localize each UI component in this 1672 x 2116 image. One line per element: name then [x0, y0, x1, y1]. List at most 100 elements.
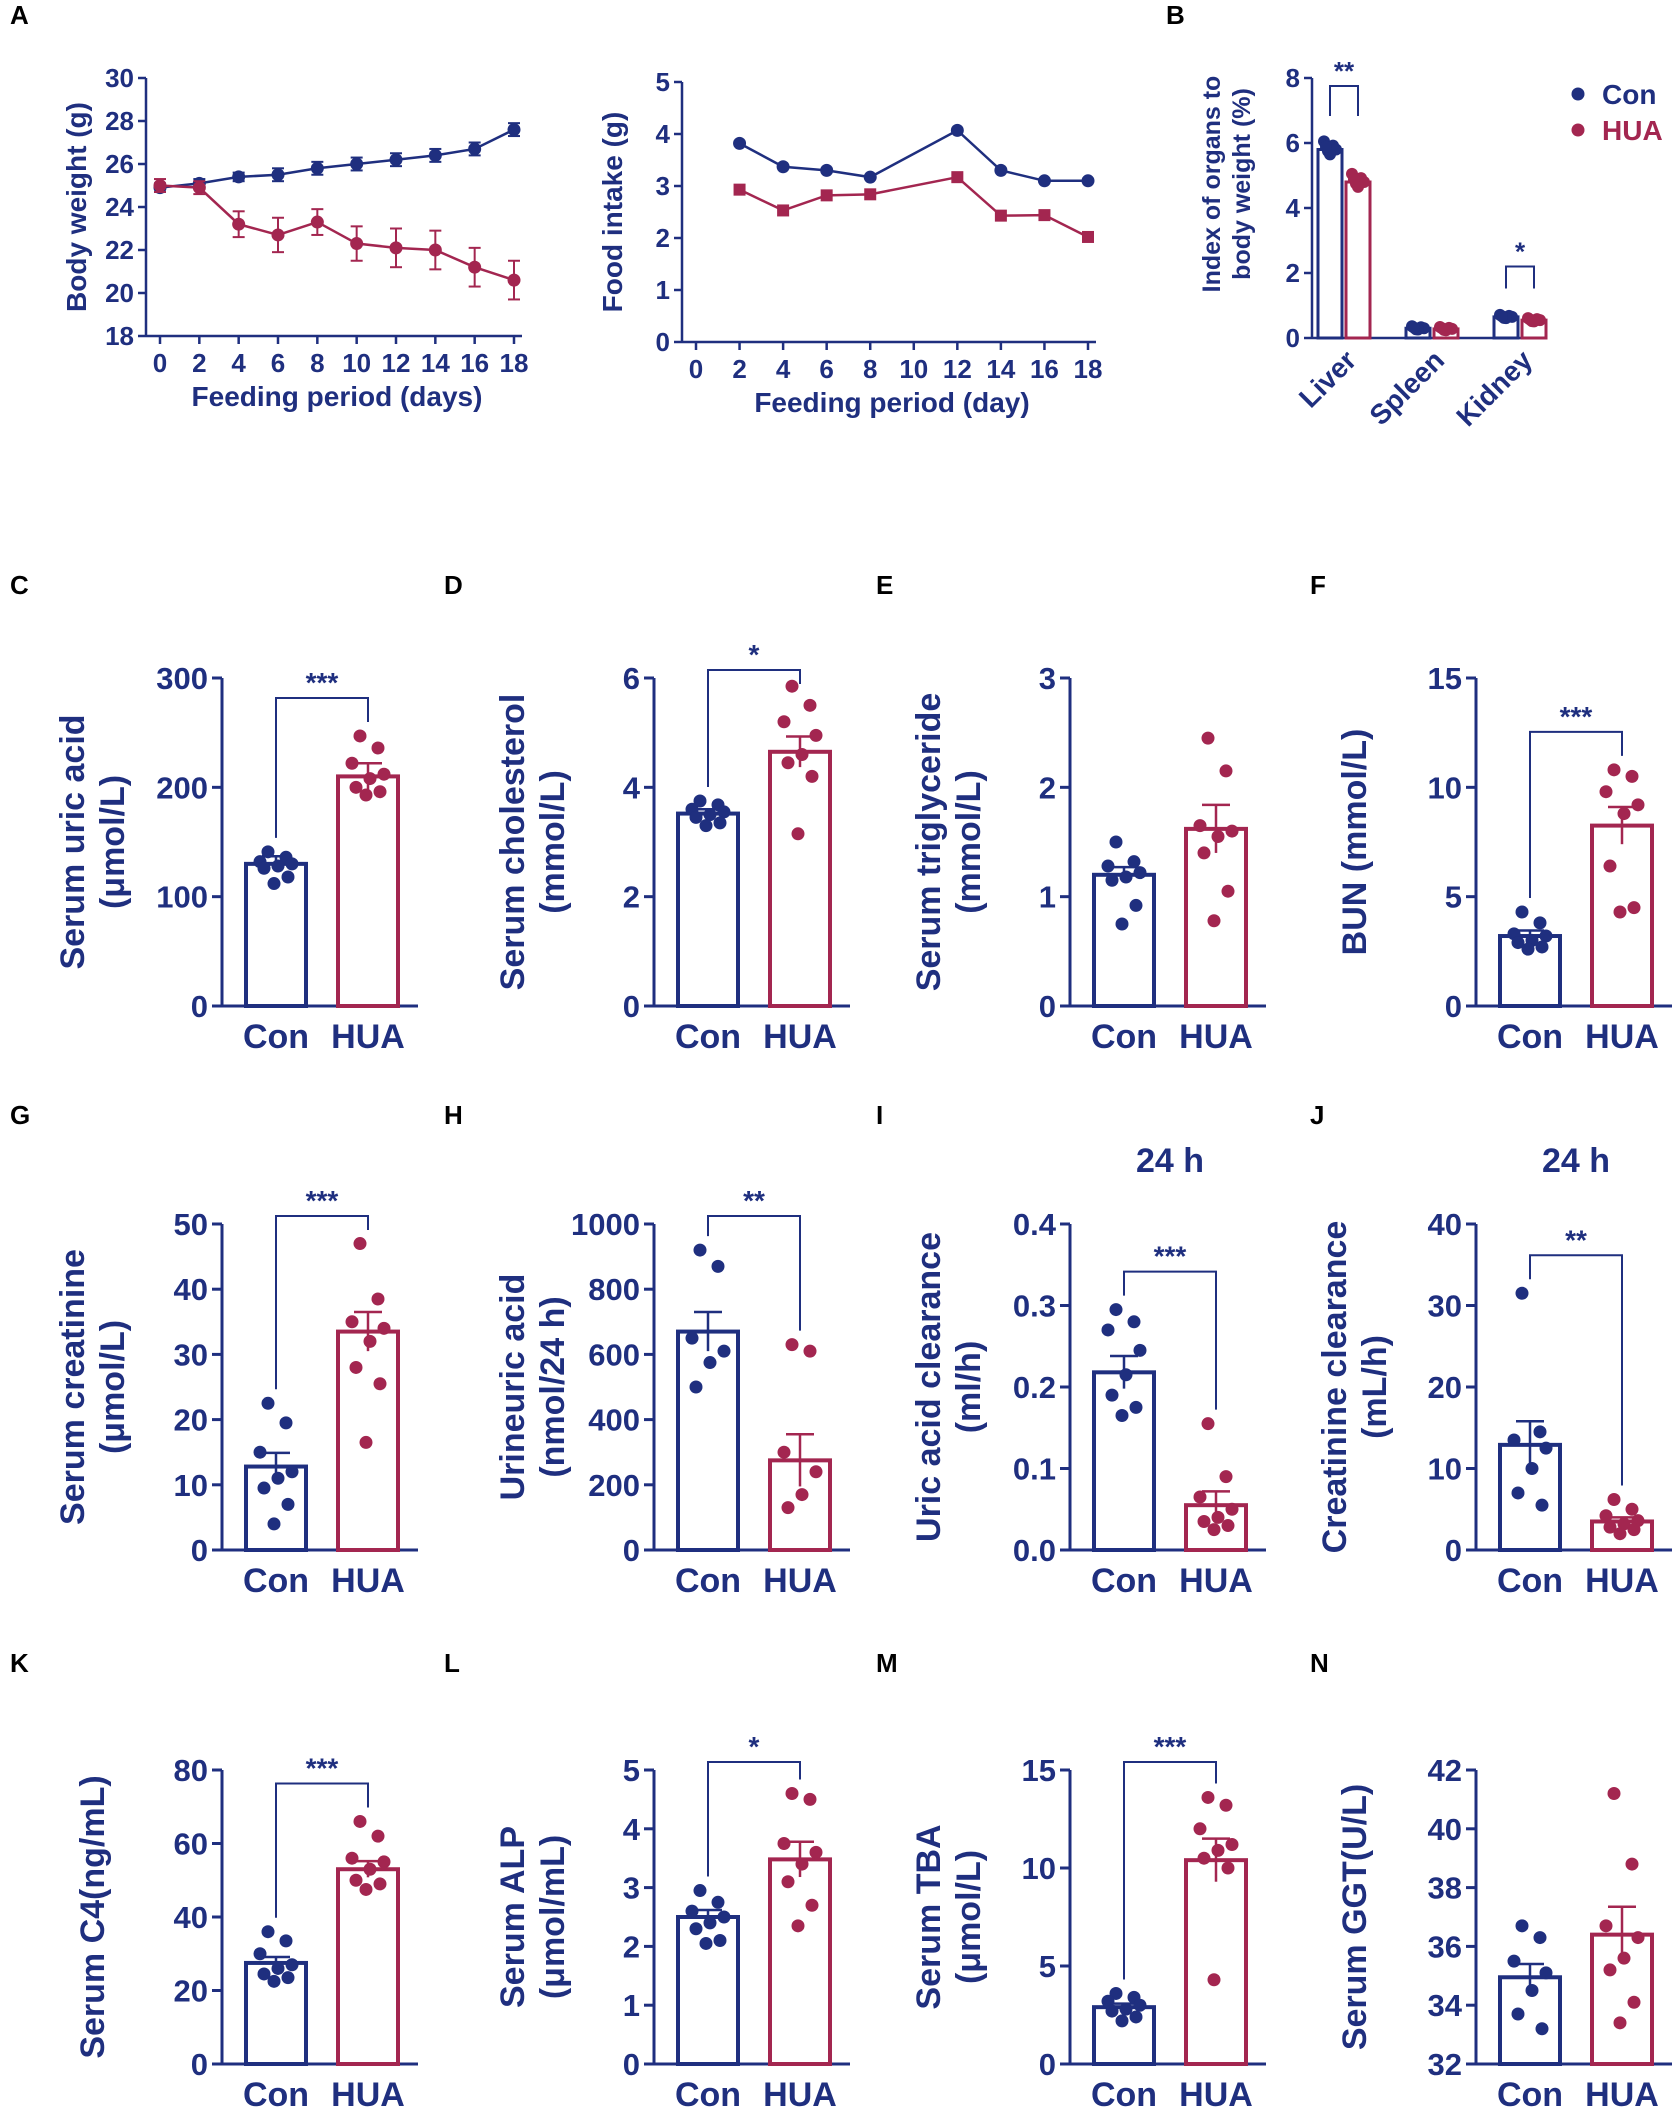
- chart-n: 32 34 36 38 40 42 Serum GGT(U/L) Con HUA: [1336, 1753, 1672, 2114]
- x-tick-label: 14: [986, 354, 1015, 384]
- data-point: [1607, 1492, 1621, 1506]
- data-point: [232, 217, 246, 231]
- significance-bracket: [707, 669, 801, 787]
- data-point: [713, 816, 727, 830]
- data-point: [1599, 1509, 1613, 1523]
- y-axis-label: Serum creatinine: [54, 1249, 92, 1525]
- y-tick-label: 18: [105, 321, 134, 351]
- y-tick-label: 40: [1428, 1207, 1462, 1242]
- data-point: [733, 183, 746, 196]
- data-point: [1193, 1490, 1207, 1504]
- y-axis-label: body weight (%): [1228, 88, 1256, 280]
- data-point: [468, 142, 482, 156]
- data-point: [349, 1873, 363, 1887]
- data-point: [1515, 905, 1529, 919]
- x-tick-label: 0: [153, 348, 167, 378]
- data-point: [1507, 1433, 1521, 1447]
- y-axis-label: Serum ALP: [494, 1826, 532, 2008]
- y-tick-label: 60: [174, 1827, 208, 1862]
- x-tick-label: 16: [460, 348, 489, 378]
- data-point: [1109, 835, 1123, 849]
- y-tick-label: 100: [156, 880, 208, 915]
- y-tick-label: 300: [156, 661, 208, 696]
- data-point: [310, 161, 324, 175]
- x-category-label: HUA: [1179, 2076, 1253, 2114]
- y-axis-label: BUN (mmol/L): [1336, 729, 1374, 956]
- legend-hua-marker: [1571, 123, 1585, 137]
- y-tick-label: 0.3: [1013, 1289, 1056, 1324]
- data-point: [1535, 1498, 1549, 1512]
- data-point: [507, 273, 521, 287]
- x-axis-label: Feeding period (day): [754, 387, 1029, 418]
- y-axis-label: (μmol/L): [94, 1320, 132, 1454]
- y-tick-label: 10: [1428, 770, 1462, 805]
- x-category-label: HUA: [1585, 1018, 1659, 1056]
- y-axis-label: Body weight (g): [61, 102, 92, 312]
- data-point: [363, 1334, 377, 1348]
- bar-con: [1316, 148, 1344, 340]
- data-point: [1119, 870, 1133, 884]
- y-axis-label: Serum uric acid: [54, 714, 92, 969]
- data-point: [1197, 846, 1211, 860]
- data-point: [1037, 174, 1051, 188]
- x-tick-label: 8: [863, 354, 877, 384]
- x-category-label: Liver: [1293, 344, 1362, 413]
- panel-letter-n: N: [1310, 1648, 1329, 1678]
- y-tick-label: 0.0: [1013, 1533, 1056, 1568]
- data-point: [795, 748, 809, 762]
- data-point: [1219, 1798, 1233, 1812]
- x-tick-label: 18: [1074, 354, 1103, 384]
- data-point: [1115, 1409, 1129, 1423]
- bar-hua: [1184, 1858, 1248, 2067]
- x-category-label: HUA: [1585, 2076, 1659, 2114]
- data-point: [1211, 1510, 1225, 1524]
- data-point: [1539, 1966, 1553, 1980]
- data-point: [232, 170, 246, 184]
- y-tick-label: 26: [105, 149, 134, 179]
- significance-bracket: [1529, 730, 1623, 898]
- y-axis-label: (nmol/24 h): [534, 1296, 572, 1477]
- data-point: [353, 1814, 367, 1828]
- data-point: [1533, 916, 1547, 930]
- data-point: [1631, 798, 1645, 812]
- data-point: [253, 1445, 267, 1459]
- data-point: [1105, 1388, 1119, 1402]
- panel-letter-j: J: [1310, 1100, 1324, 1130]
- data-point: [777, 1837, 791, 1850]
- y-tick-label: 15: [1022, 1753, 1056, 1788]
- data-point: [1511, 936, 1525, 950]
- bar-hua: [336, 774, 400, 1009]
- data-point: [261, 1925, 275, 1939]
- data-point: [781, 1875, 795, 1889]
- data-point: [1115, 917, 1129, 931]
- y-tick-label: 0.4: [1013, 1207, 1057, 1242]
- data-point: [785, 1338, 799, 1352]
- y-tick-label: 5: [623, 1753, 640, 1788]
- data-point: [271, 228, 285, 242]
- data-point: [795, 1488, 809, 1502]
- data-point: [271, 1961, 285, 1975]
- bar-hua: [768, 1857, 832, 2066]
- panel-letter-e: E: [876, 570, 893, 600]
- x-category-label: HUA: [1179, 1562, 1253, 1600]
- significance-label: **: [1565, 1224, 1587, 1255]
- data-point: [994, 163, 1008, 177]
- data-point: [1201, 1790, 1215, 1804]
- panel-letter-h: H: [444, 1100, 463, 1130]
- data-point: [776, 160, 790, 174]
- data-point: [1511, 1486, 1525, 1500]
- y-tick-label: 1000: [571, 1207, 640, 1242]
- panel-letter-b: B: [1166, 0, 1185, 30]
- data-point: [1211, 830, 1225, 844]
- series-line-hua: [159, 184, 515, 282]
- data-point: [711, 1259, 725, 1273]
- data-point: [1129, 898, 1143, 912]
- data-point: [349, 780, 363, 794]
- legend-con-marker: [1571, 87, 1585, 101]
- y-axis-label: (ml/h): [950, 1341, 988, 1434]
- data-point: [791, 1919, 805, 1933]
- y-axis-label: (μmol/L): [950, 1850, 988, 1984]
- data-point: [1109, 1986, 1123, 2000]
- y-tick-label: 30: [174, 1337, 208, 1372]
